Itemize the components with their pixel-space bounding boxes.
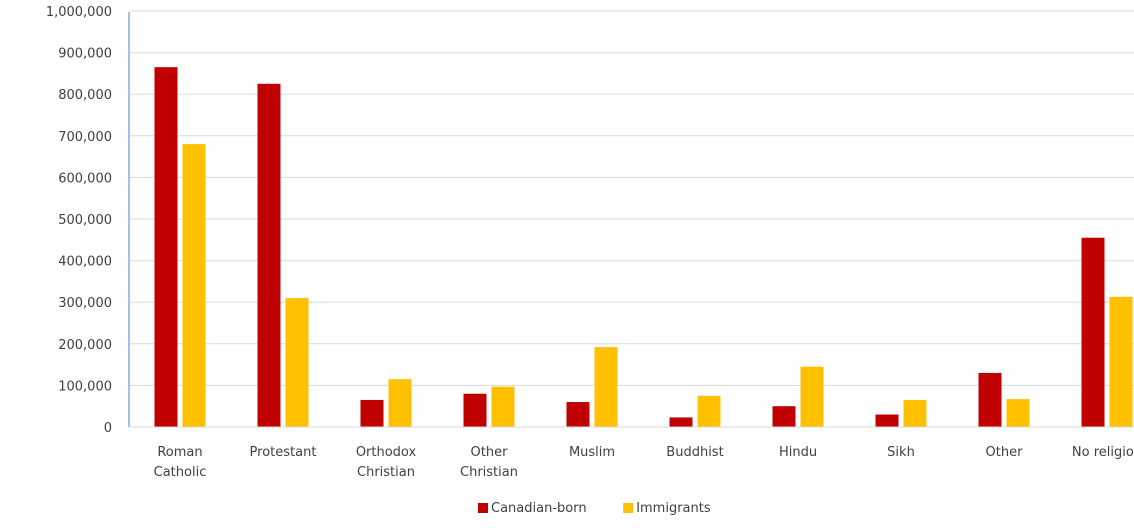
x-tick-label: Orthodox	[356, 445, 417, 460]
y-tick-label: 400,000	[58, 255, 112, 270]
bar-canadian-born	[978, 372, 1002, 427]
bar-canadian-born	[360, 399, 384, 427]
bar-canadian-born	[875, 414, 899, 427]
y-tick-label: 900,000	[58, 47, 112, 62]
y-tick-label: 500,000	[58, 213, 112, 228]
legend: Canadian-born Immigrants	[478, 501, 711, 516]
x-tick-label: Christian	[357, 465, 415, 480]
bar-canadian-born	[669, 417, 693, 427]
bar-immigrants	[1006, 399, 1030, 427]
legend-swatch	[623, 503, 634, 513]
x-tick-label: Other	[471, 445, 509, 460]
x-tick-label: Other	[986, 445, 1024, 460]
x-tick-label: Hindu	[779, 445, 817, 460]
x-tick-label: Christian	[460, 465, 518, 480]
x-axis: Roman Catholic Protestant Orthodox Christian…	[129, 426, 1134, 480]
legend-swatch	[478, 503, 488, 513]
bar-canadian-born	[1081, 237, 1105, 427]
bar-immigrants	[1109, 296, 1133, 427]
y-tick-label: 1,000,000	[46, 5, 112, 20]
bar-immigrants	[491, 386, 515, 427]
bar-immigrants	[388, 379, 412, 427]
bars	[154, 67, 1133, 428]
y-tick-label: 300,000	[58, 296, 112, 311]
y-tick-label: 100,000	[58, 379, 112, 394]
bar-immigrants	[182, 144, 206, 427]
bar-canadian-born	[154, 67, 178, 427]
x-tick-label: Roman	[157, 445, 202, 460]
legend-label: Canadian-born	[491, 501, 587, 516]
y-tick-label: 200,000	[58, 338, 112, 353]
y-tick-label: 0	[104, 421, 112, 436]
bar-immigrants	[697, 395, 721, 427]
bar-canadian-born	[463, 393, 487, 427]
bar-immigrants	[800, 366, 824, 427]
bar-canadian-born	[257, 83, 281, 428]
bar-immigrants	[594, 347, 618, 427]
bar-canadian-born	[772, 406, 796, 427]
x-tick-label: Muslim	[569, 445, 615, 460]
y-tick-label: 800,000	[58, 88, 112, 103]
x-tick-label: Protestant	[250, 445, 317, 460]
bar-immigrants	[903, 399, 927, 427]
x-tick-label: Buddhist	[666, 445, 723, 460]
y-tick-label: 600,000	[58, 171, 112, 186]
x-tick-label: Catholic	[154, 465, 207, 480]
bar-immigrants	[285, 298, 309, 427]
x-tick-label: Sikh	[887, 445, 915, 460]
y-axis: 0 100,000 200,000 300,000 400,000 500,000 600,…	[46, 5, 130, 436]
legend-label: Immigrants	[636, 501, 711, 516]
y-tick-label: 700,000	[58, 130, 112, 145]
x-tick-label: No religion	[1072, 445, 1134, 460]
bar-canadian-born	[566, 402, 590, 427]
